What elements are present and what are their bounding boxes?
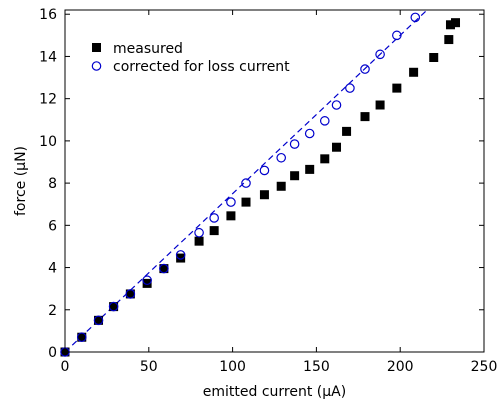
measured-point: [305, 164, 315, 174]
measured-point: [226, 211, 236, 221]
corrected-point: [159, 263, 169, 274]
measured-point: [194, 236, 204, 246]
measured-point: [276, 181, 286, 191]
corrected-point: [194, 227, 204, 238]
measured-point: [409, 67, 419, 77]
measured-point: [375, 100, 385, 110]
measured-point: [332, 142, 342, 152]
fit-line-layer: [64, 9, 428, 353]
corrected-point: [276, 152, 287, 163]
y-tick-label: 6: [48, 218, 57, 234]
corrected-point: [142, 275, 152, 286]
y-tick-label: 4: [48, 261, 57, 277]
corrected-point: [175, 250, 186, 260]
x-tick-label: 250: [471, 359, 498, 375]
corrected-point: [76, 332, 87, 343]
x-tick-label: 100: [219, 359, 246, 375]
measured-point: [159, 264, 169, 274]
series-layer: [60, 12, 461, 357]
measured-point: [109, 302, 119, 312]
corrected-point: [410, 12, 421, 23]
corrected-point: [392, 30, 402, 41]
y-tick-label: 0: [48, 345, 57, 361]
measured-point: [77, 332, 87, 342]
corrected-point: [289, 139, 300, 149]
measured-point: [451, 18, 461, 28]
legend-label-corrected: corrected for loss current: [113, 59, 290, 75]
legend-label-measured: measured: [113, 41, 183, 57]
corrected-point: [241, 178, 251, 188]
series-1: [60, 12, 421, 357]
fit-line: [64, 9, 428, 353]
measured-point: [241, 197, 251, 207]
corrected-point: [209, 213, 219, 223]
y-tick-label: 14: [39, 49, 57, 65]
measured-point: [290, 171, 300, 181]
legend-marker-corrected: [91, 61, 102, 71]
x-tick-label: 150: [303, 359, 330, 375]
y-axis-label: force (µN): [13, 146, 29, 216]
x-axis-label: emitted current (µA): [203, 384, 346, 400]
measured-point: [320, 154, 330, 164]
corrected-point: [375, 49, 385, 60]
corrected-point: [125, 289, 136, 299]
measured-point: [429, 53, 439, 62]
y-tick-label: 16: [39, 7, 57, 23]
corrected-point: [319, 116, 330, 126]
legend-marker-measured: [92, 43, 101, 52]
measured-point: [142, 278, 152, 288]
measured-point: [342, 126, 352, 136]
x-tick-label: 0: [61, 359, 70, 375]
measured-point: [176, 253, 186, 263]
y-tick-label: 12: [39, 92, 57, 108]
y-tick-label: 8: [48, 176, 57, 192]
corrected-point: [226, 197, 236, 207]
measured-point: [392, 83, 402, 93]
x-tick-label: 50: [140, 359, 158, 375]
corrected-point: [108, 301, 119, 312]
measured-point: [125, 289, 135, 299]
measured-point: [444, 35, 454, 45]
corrected-point: [304, 128, 315, 139]
measured-point: [94, 315, 104, 325]
corrected-point: [93, 315, 104, 326]
ticks-layer: 0 50 100 150 200 250 0 2 4 6 8 10 12 14 16: [39, 7, 497, 375]
y-tick-label: 2: [48, 303, 57, 319]
corrected-point: [345, 83, 355, 93]
corrected-point: [360, 64, 370, 74]
measured-point: [209, 226, 219, 236]
corrected-point: [331, 100, 342, 110]
y-tick-label: 10: [39, 134, 57, 150]
plot-border: [64, 9, 485, 353]
measured-point: [360, 112, 370, 122]
x-tick-label: 200: [387, 359, 414, 375]
corrected-point: [259, 165, 270, 176]
measured-point: [259, 190, 269, 200]
plot-frame: [64, 9, 485, 353]
legend: measured corrected for loss current: [91, 41, 290, 75]
measured-point: [445, 20, 455, 30]
